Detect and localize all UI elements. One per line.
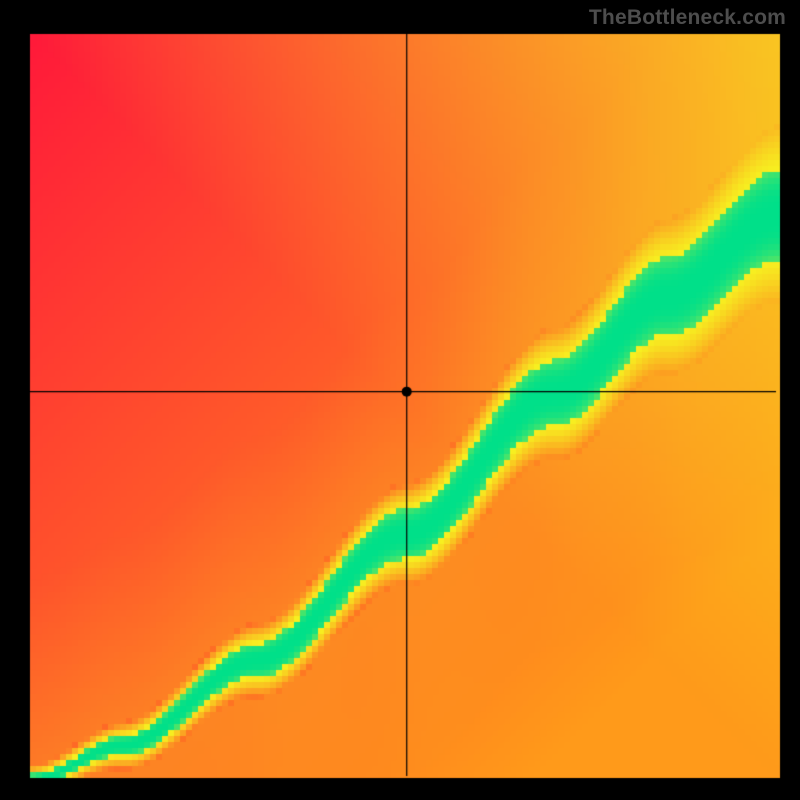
heatmap-canvas <box>0 0 800 800</box>
attribution-label: TheBottleneck.com <box>589 6 786 30</box>
chart-container: TheBottleneck.com <box>0 0 800 800</box>
